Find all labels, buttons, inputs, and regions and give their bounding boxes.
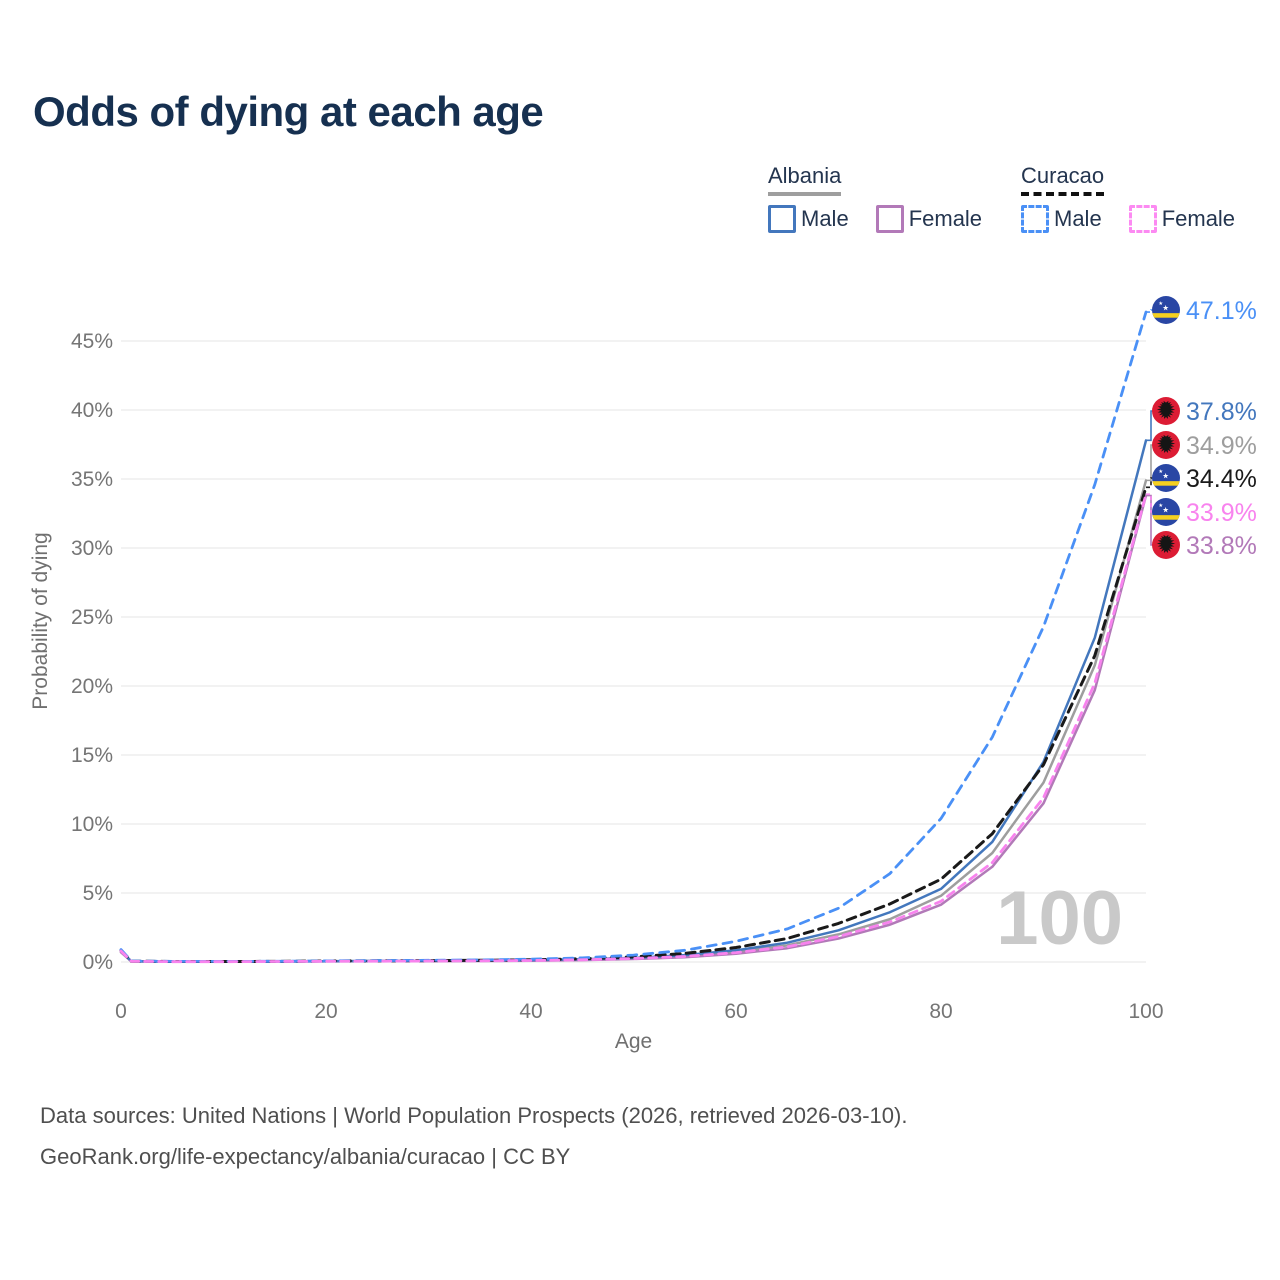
albania-flag-icon [1152, 431, 1180, 459]
y-tick-label: 45% [71, 330, 113, 353]
y-tick-label: 25% [71, 606, 113, 629]
footer-attribution: GeoRank.org/life-expectancy/albania/cura… [40, 1143, 571, 1169]
legend-swatch-curacao-male[interactable] [1021, 205, 1049, 233]
end-value-label-curacao-male: 47.1% [1186, 297, 1257, 325]
watermark-layer: 100 [996, 876, 1123, 961]
x-tick-label: 20 [314, 1000, 337, 1023]
legend-group-curacao: Curacao Male Female [1021, 163, 1235, 233]
end-value-label-albania-female: 33.8% [1186, 532, 1257, 560]
legend-swatch-albania-male[interactable] [768, 205, 796, 233]
label-connector-albania-female [1146, 494, 1155, 546]
x-tick-label: 0 [115, 1000, 127, 1023]
footer: Data sources: United Nations | World Pop… [40, 1096, 907, 1177]
footer-sources: Data sources: United Nations | World Pop… [40, 1103, 908, 1128]
watermark-age: 100 [996, 876, 1123, 961]
end-labels-layer: 34.9% 33.8% 37.8% 34.4% 47.1% 33.9% [1146, 296, 1257, 560]
legend-label-albania-female[interactable]: Female [908, 206, 983, 231]
y-tick-label: 40% [71, 399, 113, 422]
albania-flag-icon [1152, 397, 1180, 425]
legend-label-albania-male[interactable]: Male [801, 206, 849, 231]
chart-title: Odds of dying at each age [33, 88, 544, 135]
series-line-albania-male [119, 439, 1148, 963]
series-layer [119, 310, 1148, 964]
albania-flag-icon [1152, 531, 1180, 559]
curacao-flag-icon [1152, 296, 1180, 324]
end-value-label-curacao-female: 33.9% [1186, 499, 1257, 527]
legend-label-curacao-male[interactable]: Male [1054, 206, 1102, 231]
curacao-flag-icon [1152, 464, 1180, 492]
y-tick-label: 35% [71, 468, 113, 491]
legend-label-curacao-female[interactable]: Female [1161, 206, 1236, 231]
gridlines [121, 340, 1146, 963]
end-value-label-curacao-total: 34.4% [1186, 465, 1257, 493]
y-tick-label: 30% [71, 537, 113, 560]
axes-layer: 0% 5% 10% 15% 20% 25% 30% 35% 40% 45% 0 20 40 60 80 100… [29, 330, 1164, 1053]
x-axis-title: Age [615, 1030, 652, 1053]
legend-country-albania: Albania [768, 163, 842, 196]
series-line-albania-female [119, 494, 1148, 963]
series-line-curacao-female [119, 492, 1148, 964]
legend-swatch-albania-female[interactable] [875, 205, 904, 233]
y-tick-label: 20% [71, 675, 113, 698]
y-axis-title: Probability of dying [29, 532, 52, 709]
y-tick-label: 15% [71, 744, 113, 767]
legend-row-albania: Male Female [768, 205, 982, 233]
series-line-albania-total [119, 479, 1148, 963]
series-line-curacao-total [119, 485, 1148, 963]
y-tick-label: 5% [83, 882, 113, 905]
end-value-label-albania-total: 34.9% [1186, 432, 1257, 460]
end-value-label-albania-male: 37.8% [1186, 398, 1257, 426]
x-tick-label: 40 [519, 1000, 542, 1023]
x-tick-label: 80 [929, 1000, 952, 1023]
curacao-flag-icon [1152, 498, 1180, 526]
legend-swatch-curacao-female[interactable] [1128, 205, 1157, 233]
legend-group-albania: Albania Male Female [768, 163, 982, 233]
y-tick-label: 0% [83, 951, 113, 974]
legend-row-curacao: Male Female [1021, 205, 1235, 233]
legend-country-curacao: Curacao [1021, 163, 1105, 196]
x-tick-label: 60 [724, 1000, 747, 1023]
x-tick-label: 100 [1128, 1000, 1163, 1023]
y-tick-label: 10% [71, 813, 113, 836]
